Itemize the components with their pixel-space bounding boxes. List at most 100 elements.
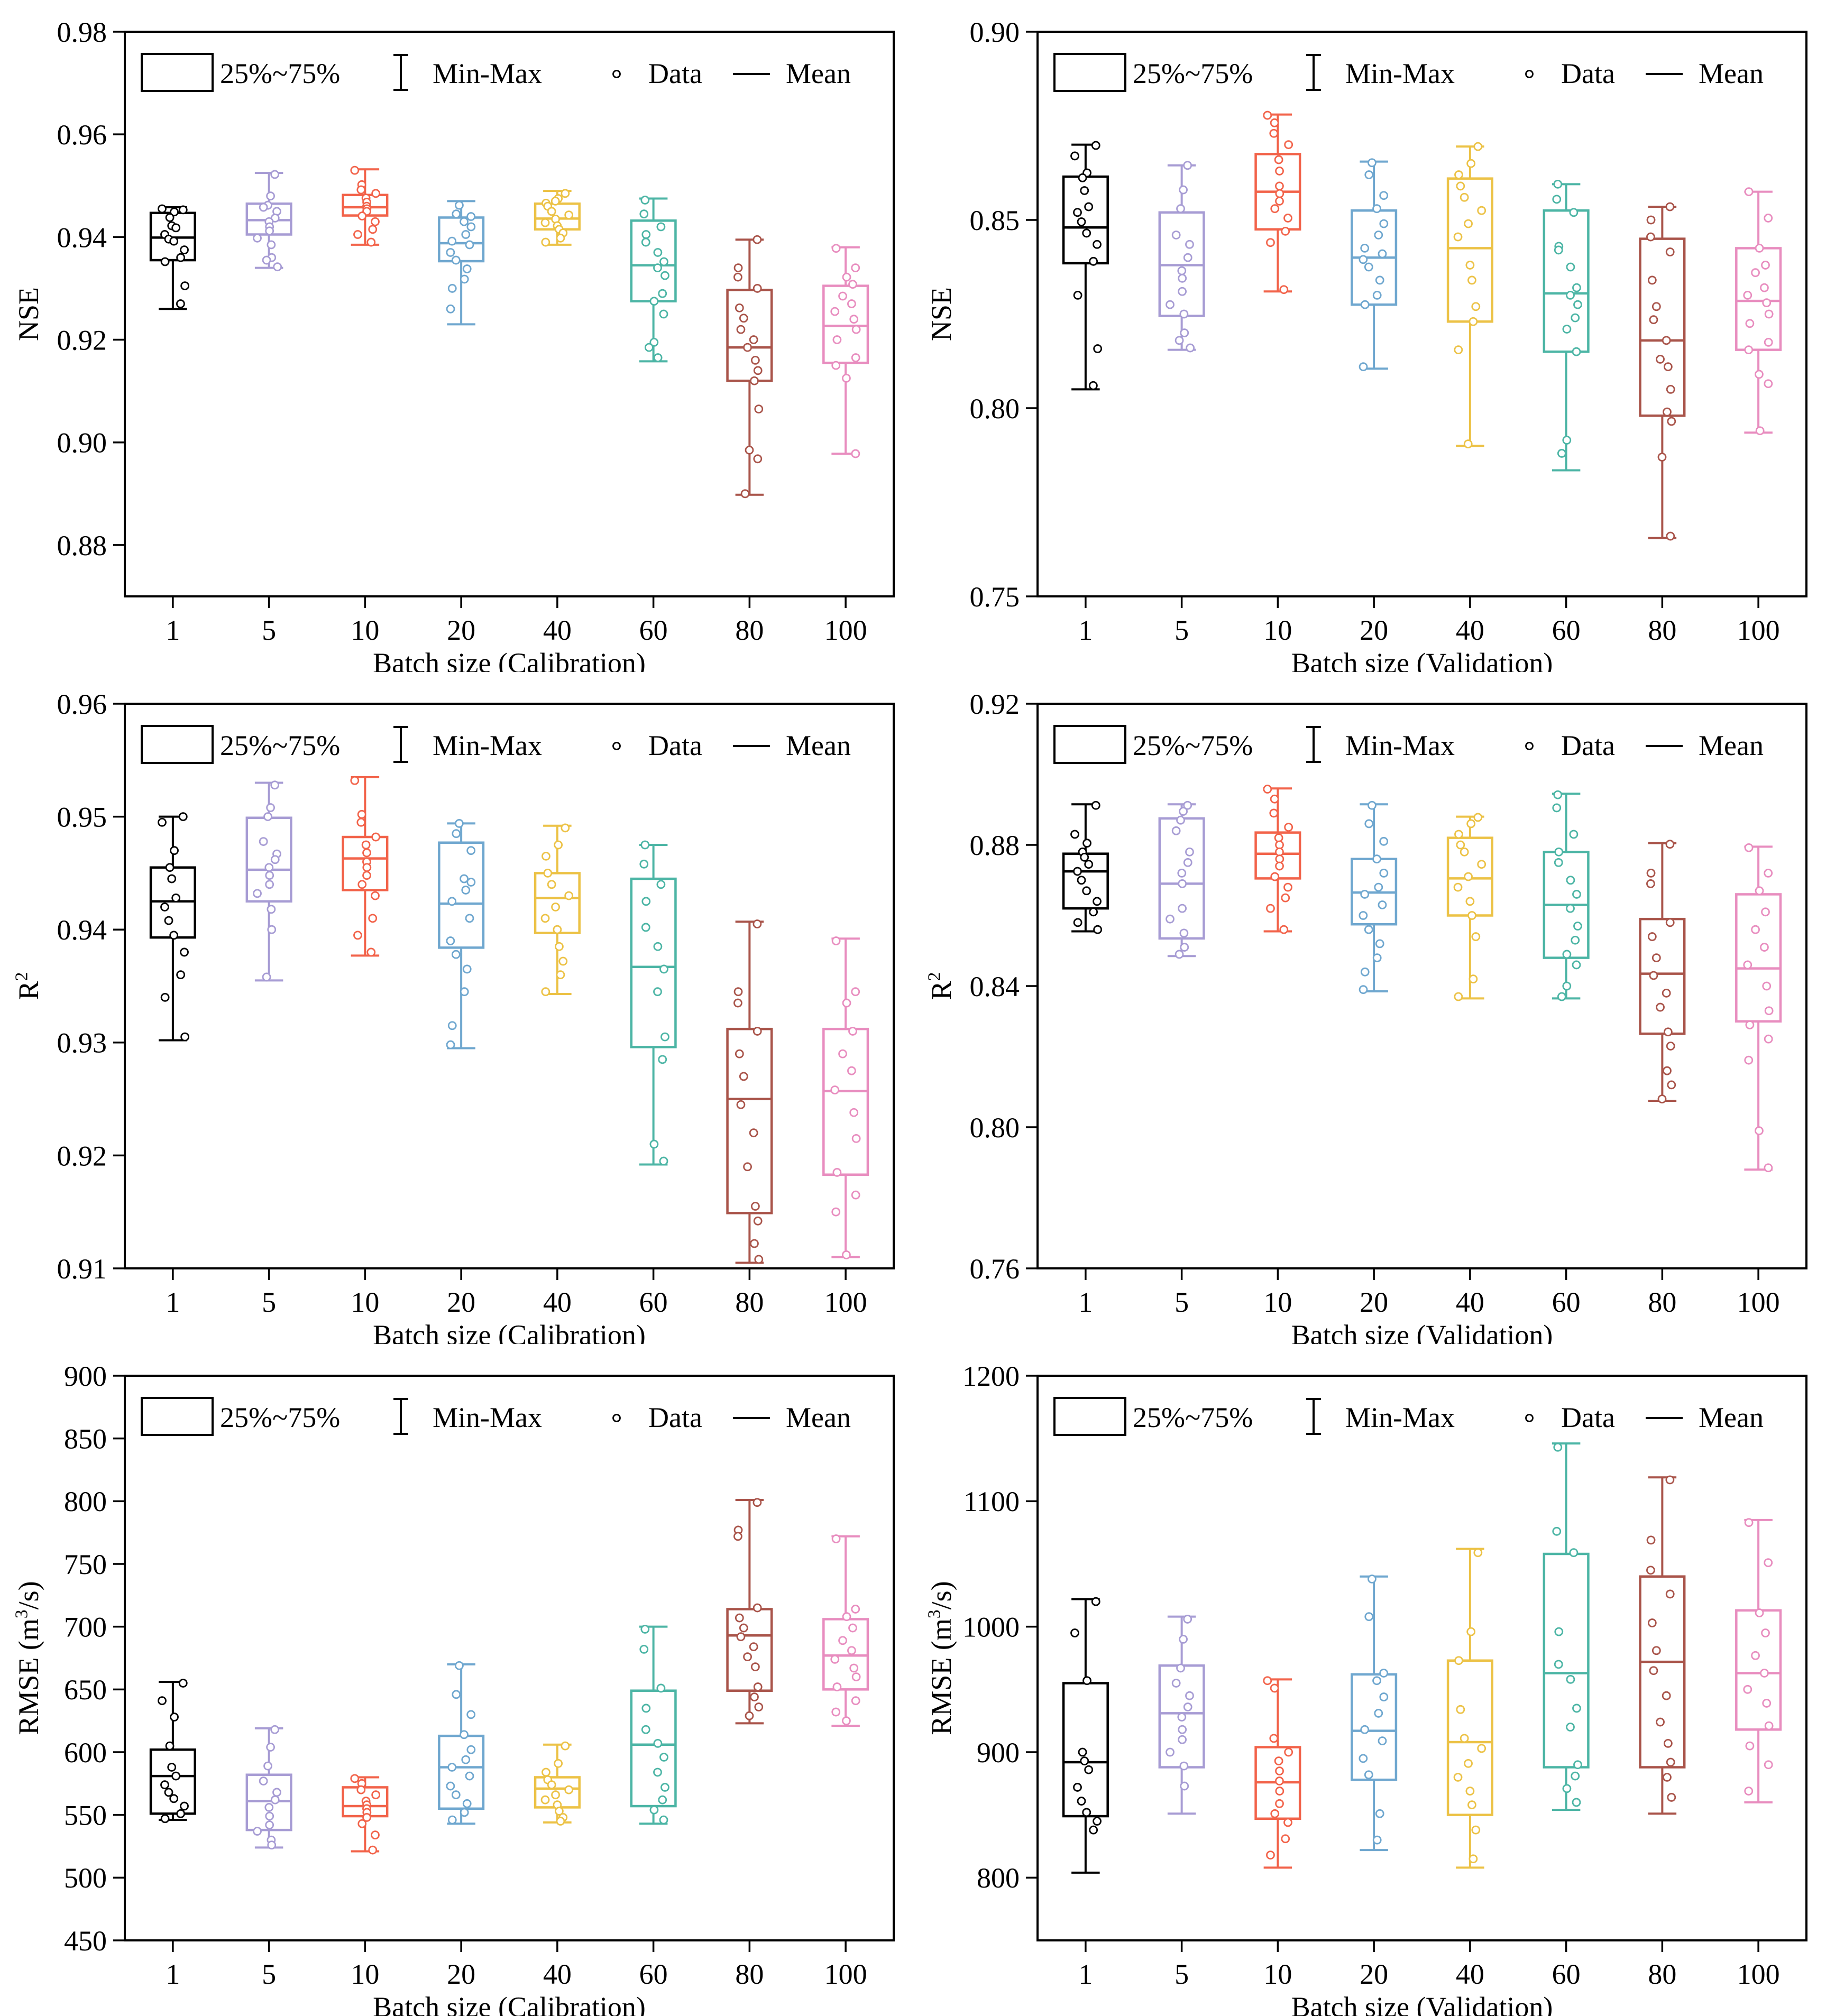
data-point <box>1755 886 1764 896</box>
data-point <box>653 263 662 273</box>
legend-label-mean: Mean <box>1699 1402 1764 1433</box>
data-point <box>366 947 376 957</box>
box-group-20 <box>1351 1575 1398 1852</box>
x-tick-label: 1 <box>1078 1286 1093 1318</box>
data-point <box>462 1799 472 1808</box>
data-point <box>659 1156 668 1166</box>
y-tick-label: 900 <box>977 1737 1020 1769</box>
data-point <box>847 1066 856 1075</box>
data-point <box>1073 208 1082 217</box>
data-point <box>180 1801 189 1811</box>
legend-label-range: Min-Max <box>1345 1402 1455 1433</box>
data-point <box>1082 1808 1091 1817</box>
data-point <box>1553 179 1563 189</box>
data-point <box>466 1710 476 1719</box>
box-group-100 <box>1735 843 1782 1173</box>
data-point <box>1656 1717 1665 1727</box>
legend-label-data: Data <box>648 1402 702 1433</box>
box-group-20 <box>438 819 485 1050</box>
data-point <box>1764 868 1773 878</box>
data-point <box>838 1049 847 1058</box>
data-point <box>167 1763 177 1772</box>
data-point <box>1554 858 1563 867</box>
x-tick-label: 80 <box>735 614 764 646</box>
box-group-100 <box>822 936 869 1259</box>
data-point <box>1744 1518 1754 1527</box>
data-point <box>1082 1676 1091 1686</box>
x-tick-label: 10 <box>1263 1958 1292 1990</box>
data-point <box>1091 1597 1100 1606</box>
plot-frame <box>1036 1375 1807 1941</box>
x-tick-label: 1 <box>1078 1958 1093 1990</box>
y-tick-label: 0.80 <box>970 393 1020 425</box>
data-point <box>1760 943 1769 952</box>
plot-frame <box>124 31 895 597</box>
data-point <box>749 335 758 344</box>
data-point <box>1764 1760 1773 1770</box>
data-point <box>660 271 669 280</box>
box-group-80 <box>1639 1475 1686 1815</box>
data-point <box>641 923 650 932</box>
data-point <box>1178 879 1187 888</box>
data-point <box>259 202 268 212</box>
data-point <box>1360 967 1370 977</box>
data-point <box>350 776 360 785</box>
data-point <box>170 1713 179 1722</box>
data-point <box>754 404 764 414</box>
data-point <box>1166 300 1174 309</box>
data-point <box>564 891 574 900</box>
data-point <box>1372 291 1382 300</box>
x-tick-label: 20 <box>1360 1286 1388 1318</box>
data-point <box>1078 1747 1087 1757</box>
data-point <box>550 196 560 206</box>
data-point <box>1657 1094 1667 1103</box>
plot-frame <box>124 1375 895 1941</box>
legend-label-data: Data <box>1561 1402 1615 1433</box>
data-point <box>831 1534 841 1543</box>
data-point <box>842 1716 851 1726</box>
data-point <box>1453 1773 1463 1782</box>
data-point <box>1744 345 1754 355</box>
data-point <box>1183 1702 1192 1711</box>
data-point <box>1562 950 1572 959</box>
r2-validation-chart: 0.76 0.80 0.84 0.88 0.92 1 5 10 20 40 60 80 100 Batch… <box>924 688 1807 1344</box>
box-group-60 <box>630 840 677 1166</box>
data-point <box>1274 833 1283 843</box>
data-point <box>553 925 562 934</box>
data-point <box>1368 800 1377 810</box>
data-point <box>176 253 186 262</box>
data-point <box>1651 302 1661 311</box>
legend-label-box: 25%~75% <box>1133 1402 1253 1433</box>
data-point <box>1070 1628 1079 1637</box>
x-axis-label: Batch size (Calibration) <box>373 1991 646 2016</box>
data-point <box>1465 1787 1475 1796</box>
data-point <box>1666 385 1675 394</box>
x-tick-label: 60 <box>639 1286 668 1318</box>
data-point <box>561 1741 570 1751</box>
data-point <box>1665 247 1675 256</box>
data-point <box>639 859 649 869</box>
data-point <box>263 1761 272 1771</box>
data-point <box>1477 1744 1487 1753</box>
data-point <box>1284 140 1293 150</box>
data-point <box>555 942 564 951</box>
x-tick-label: 5 <box>1174 614 1189 646</box>
data-point <box>1281 893 1290 903</box>
data-point <box>842 272 851 282</box>
legend-label-data: Data <box>648 58 702 89</box>
data-point <box>1755 1126 1764 1136</box>
data-point <box>178 812 188 822</box>
box-group-1 <box>1062 800 1109 934</box>
legend-label-range: Min-Max <box>433 1402 542 1433</box>
data-point <box>466 846 476 855</box>
x-tick-label: 10 <box>1263 614 1292 646</box>
data-point <box>273 262 282 272</box>
data-point <box>1275 854 1284 864</box>
data-point <box>266 1743 275 1752</box>
x-tick-label: 40 <box>543 1286 572 1318</box>
y-tick-label: 0.76 <box>970 1253 1020 1285</box>
data-point <box>270 1795 280 1805</box>
data-point <box>842 998 851 1008</box>
data-point <box>1665 1475 1675 1485</box>
data-point <box>561 189 570 198</box>
